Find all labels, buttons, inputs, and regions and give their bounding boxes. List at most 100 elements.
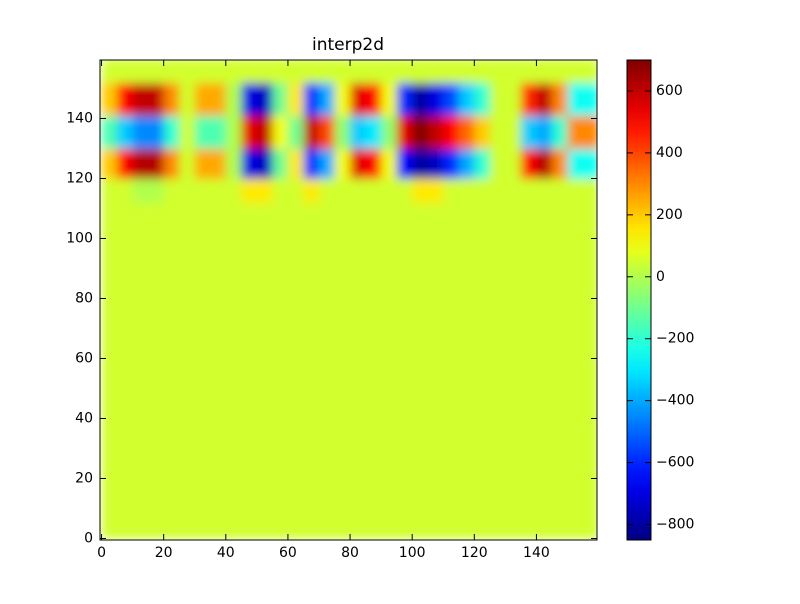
x-tick-label: 100 [399, 545, 426, 561]
heatmap-cell [489, 178, 506, 203]
heatmap-cell [427, 202, 444, 539]
heatmap-cell [318, 202, 336, 539]
colorbar-tick-label: −200 [656, 331, 694, 347]
colorbar-tick-label: −600 [656, 455, 694, 471]
heatmap-cell [520, 148, 537, 179]
heatmap-cell [334, 178, 351, 203]
heatmap-cell [256, 202, 273, 539]
heatmap-cell [551, 115, 568, 149]
heatmap-cell [458, 82, 475, 116]
heatmap-cell [241, 60, 258, 83]
heatmap-cell [350, 148, 367, 179]
heatmap-cell [381, 202, 398, 539]
heatmap-cell [365, 202, 382, 539]
heatmap-cell [412, 82, 429, 116]
heatmap-cell [381, 82, 398, 116]
heatmap-cell [396, 82, 413, 116]
heatmap-cell [505, 148, 522, 179]
heatmap-cell [163, 115, 180, 149]
x-tick-label: 80 [341, 545, 359, 561]
heatmap-cell [272, 82, 289, 116]
heatmap-cell [474, 148, 491, 179]
heatmap-cell [256, 148, 273, 179]
heatmap-cell [272, 148, 289, 179]
heatmap-cell [474, 202, 491, 539]
heatmap-cell [350, 60, 367, 83]
heatmap-cell [412, 115, 429, 149]
heatmap-cell [489, 82, 506, 116]
heatmap-cell [567, 82, 584, 116]
heatmap-cell [536, 115, 553, 149]
heatmap-cell [287, 202, 304, 539]
heatmap-cell [287, 178, 304, 203]
heatmap-cell [194, 202, 211, 539]
heatmap-cell [412, 148, 429, 179]
heatmap-cell [505, 202, 522, 539]
heatmap-cell [101, 60, 118, 83]
heatmap-cell [287, 115, 304, 149]
heatmap-cell [132, 115, 149, 149]
heatmap-cell [101, 178, 118, 203]
colorbar-tick-label: −400 [656, 393, 694, 409]
heatmap-cell [365, 115, 382, 149]
heatmap-cell [412, 202, 429, 539]
heatmap-cell [396, 178, 413, 203]
heatmap-cell [101, 202, 118, 539]
heatmap-cell [334, 82, 351, 116]
heatmap-cell [241, 202, 258, 539]
heatmap-cell [303, 202, 320, 539]
heatmap-cell [396, 60, 413, 83]
heatmap-cell [412, 60, 429, 83]
heatmap-cell [256, 178, 273, 203]
heatmap-cell [334, 115, 351, 149]
heatmap-cell [179, 178, 196, 203]
heatmap-cell [241, 115, 258, 149]
heatmap-cell [117, 178, 134, 203]
heatmap-cell [101, 148, 118, 179]
heatmap-cell [334, 202, 351, 539]
heatmap-cell [117, 115, 134, 149]
heatmap-cell [520, 82, 537, 116]
heatmap-cell [163, 178, 180, 203]
heatmap-cells [101, 60, 597, 539]
heatmap-cell [583, 202, 597, 539]
heatmap-cell [256, 60, 273, 83]
y-tick-label: 100 [66, 231, 93, 247]
heatmap-cell [318, 178, 336, 203]
x-tick-label: 40 [217, 545, 235, 561]
heatmap-cell [303, 60, 320, 83]
heatmap-cell [210, 82, 227, 116]
heatmap-cell [396, 202, 413, 539]
heatmap-cell [334, 60, 351, 83]
heatmap-cell [443, 178, 460, 203]
heatmap-cell [536, 178, 553, 203]
heatmap-cell [225, 178, 242, 203]
heatmap-cell [303, 115, 320, 149]
heatmap-cell [443, 148, 460, 179]
heatmap-cell [256, 115, 273, 149]
colorbar-tick-label: −800 [656, 517, 694, 533]
heatmap-cell [225, 202, 242, 539]
heatmap-cell [148, 82, 165, 116]
heatmap-cell [179, 60, 196, 83]
heatmap-area [101, 60, 597, 539]
heatmap-cell [132, 82, 149, 116]
heatmap-cell [474, 82, 491, 116]
heatmap-cell [458, 115, 475, 149]
heatmap-cell [458, 178, 475, 203]
x-tick-label: 20 [155, 545, 173, 561]
heatmap-cell [427, 60, 444, 83]
x-tick-label: 60 [279, 545, 297, 561]
heatmap-cell [272, 178, 289, 203]
heatmap-cell [551, 178, 568, 203]
heatmap-cell [381, 60, 398, 83]
heatmap-cell [458, 60, 475, 83]
heatmap-cell [179, 115, 196, 149]
heatmap-cell [210, 115, 227, 149]
heatmap-cell [148, 60, 165, 83]
heatmap-cell [117, 82, 134, 116]
heatmap-cell [210, 178, 227, 203]
heatmap-cell [520, 178, 537, 203]
y-tick-label: 0 [84, 531, 93, 547]
